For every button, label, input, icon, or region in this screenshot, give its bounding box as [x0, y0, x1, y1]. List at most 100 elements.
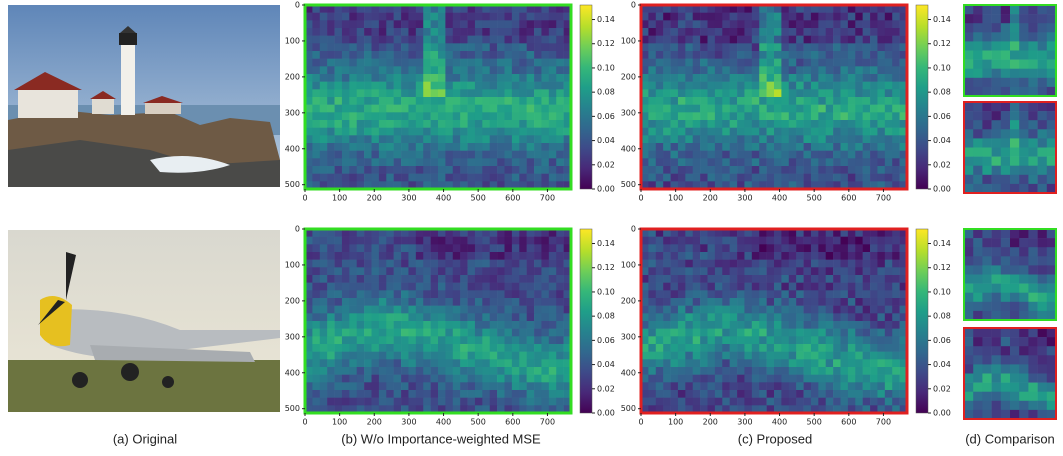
heat-cell	[1001, 374, 1011, 383]
heat-cell	[453, 112, 461, 120]
heat-cell	[349, 252, 357, 260]
heat-cell	[767, 260, 775, 268]
heat-cell	[982, 60, 992, 69]
heat-cell	[992, 23, 1002, 32]
heat-cell	[841, 36, 849, 44]
heat-cell	[312, 59, 320, 67]
heat-cell	[453, 359, 461, 367]
heat-cell	[505, 398, 513, 406]
heat-cell	[648, 89, 656, 97]
heat-cell	[416, 97, 424, 105]
heat-cell	[982, 102, 992, 111]
heat-cell	[1010, 265, 1020, 274]
heat-cell	[342, 66, 350, 74]
heat-cell	[737, 321, 745, 329]
heat-cell	[423, 321, 431, 329]
heat-cell	[973, 111, 983, 120]
heat-cell	[656, 267, 664, 275]
heat-cell	[379, 306, 387, 314]
colorbar	[580, 229, 592, 413]
heat-cell	[796, 112, 804, 120]
heat-cell	[774, 89, 782, 97]
heat-cell	[342, 367, 350, 375]
heat-cell	[372, 166, 380, 174]
heat-cell	[708, 74, 716, 82]
heat-cell	[1010, 23, 1020, 32]
heat-cell	[841, 82, 849, 90]
heat-cell	[964, 392, 974, 401]
heat-cell	[541, 237, 549, 245]
y-tick-label: 100	[285, 36, 300, 45]
heat-cell	[549, 336, 557, 344]
heat-cell	[549, 74, 557, 82]
heat-cell	[848, 252, 856, 260]
heat-cell	[789, 329, 797, 337]
heat-cell	[848, 174, 856, 182]
heat-cell	[1047, 60, 1057, 69]
heat-cell	[490, 398, 498, 406]
heat-cell	[656, 128, 664, 136]
heat-cell	[863, 112, 871, 120]
heat-cell	[648, 275, 656, 283]
y-tick-label: 100	[621, 36, 636, 45]
heat-cell	[833, 352, 841, 360]
heat-cell	[648, 260, 656, 268]
heat-cell	[648, 112, 656, 120]
heat-cell	[1038, 247, 1048, 256]
heat-cell	[1038, 284, 1048, 293]
heat-cell	[320, 260, 328, 268]
heat-cell	[401, 59, 409, 67]
heat-cell	[482, 321, 490, 329]
heat-cell	[973, 247, 983, 256]
heat-cell	[767, 112, 775, 120]
heat-cell	[885, 359, 893, 367]
heat-cell	[708, 329, 716, 337]
heat-cell	[394, 298, 402, 306]
heat-cell	[320, 28, 328, 36]
heat-cell	[490, 336, 498, 344]
heat-cell	[744, 329, 752, 337]
heat-cell	[722, 135, 730, 143]
heat-cell	[320, 352, 328, 360]
heat-cell	[364, 244, 372, 252]
heat-cell	[512, 158, 520, 166]
heat-cell	[327, 283, 335, 291]
heat-cell	[335, 237, 343, 245]
heat-cell	[818, 174, 826, 182]
heat-cell	[312, 382, 320, 390]
heat-cell	[1028, 138, 1038, 147]
heat-cell	[1001, 229, 1011, 238]
heat-cell	[973, 410, 983, 419]
heat-cell	[505, 306, 513, 314]
heat-cell	[744, 97, 752, 105]
heat-cell	[460, 112, 468, 120]
heat-cell	[1047, 138, 1057, 147]
heat-cell	[386, 13, 394, 21]
heat-cell	[541, 51, 549, 59]
heat-cell	[497, 321, 505, 329]
heat-cell	[505, 13, 513, 21]
heat-cell	[964, 302, 974, 311]
heat-cell	[349, 382, 357, 390]
heat-cell	[982, 337, 992, 346]
heat-cell	[327, 237, 335, 245]
heat-cell	[964, 120, 974, 129]
heat-cell	[549, 283, 557, 291]
heat-cell	[490, 143, 498, 151]
heat-cell	[855, 151, 863, 159]
heat-cell	[512, 89, 520, 97]
heat-cell	[796, 43, 804, 51]
heat-cell	[556, 237, 564, 245]
heat-cell	[892, 28, 900, 36]
heat-cell	[678, 267, 686, 275]
heat-cell	[656, 112, 664, 120]
heat-cell	[1028, 87, 1038, 96]
heat-cell	[781, 321, 789, 329]
heat-cell	[885, 321, 893, 329]
heat-cell	[752, 74, 760, 82]
heat-cell	[648, 237, 656, 245]
heat-cell	[445, 390, 453, 398]
heat-cell	[833, 112, 841, 120]
heat-cell	[401, 283, 409, 291]
heat-cell	[663, 367, 671, 375]
